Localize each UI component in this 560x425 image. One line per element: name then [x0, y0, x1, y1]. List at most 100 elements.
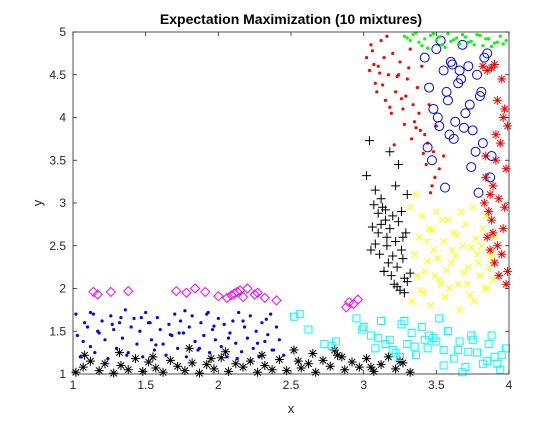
x-axis-label: x [288, 401, 295, 416]
data-point [289, 312, 298, 321]
data-point [484, 37, 488, 41]
series-1 [88, 283, 364, 313]
data-point [180, 366, 190, 376]
data-point [494, 194, 504, 204]
data-point [209, 364, 219, 374]
data-point [367, 222, 377, 232]
data-point [455, 337, 464, 346]
data-point [424, 82, 435, 93]
data-point [119, 315, 123, 320]
data-point [394, 90, 398, 94]
data-point [367, 68, 372, 73]
data-point [274, 325, 279, 329]
data-point [417, 322, 426, 331]
data-point [476, 86, 487, 97]
data-point [447, 59, 458, 70]
data-point [260, 360, 270, 370]
data-point [255, 341, 260, 345]
data-point [420, 64, 424, 68]
data-point [426, 155, 437, 166]
data-point [210, 327, 215, 332]
data-point [109, 368, 119, 378]
data-point [501, 279, 511, 289]
data-point [144, 310, 148, 315]
data-point [463, 280, 471, 288]
data-point [504, 38, 508, 43]
data-point [391, 348, 400, 357]
data-point [366, 245, 376, 255]
data-point [423, 133, 427, 137]
data-point [267, 365, 277, 375]
data-point [389, 111, 393, 115]
data-point [106, 357, 110, 361]
data-point [457, 207, 465, 216]
data-point [379, 266, 389, 276]
data-point [481, 44, 485, 48]
data-point [440, 43, 444, 47]
data-point [421, 267, 429, 275]
data-point [110, 322, 114, 327]
data-point [477, 138, 488, 149]
data-point [183, 309, 187, 313]
data-point [500, 104, 510, 114]
data-point [271, 295, 282, 306]
series-0 [74, 308, 286, 361]
data-point [392, 282, 402, 292]
data-point [164, 353, 168, 357]
data-point [71, 367, 81, 377]
data-point [434, 124, 438, 128]
data-point [383, 98, 388, 102]
data-point [152, 348, 156, 352]
y-tick-label: 4 [59, 111, 66, 125]
data-point [468, 335, 477, 344]
data-point [492, 41, 497, 45]
data-point [376, 360, 386, 370]
data-point [489, 276, 497, 284]
data-point [83, 321, 87, 325]
y-tick-label: 2 [59, 282, 66, 296]
data-point [362, 171, 372, 181]
x-tick-label: 2.5 [283, 378, 300, 392]
data-point [197, 346, 202, 350]
data-point [380, 83, 385, 87]
data-point [404, 94, 408, 98]
data-point [391, 51, 395, 55]
data-point [75, 333, 79, 338]
data-point [496, 365, 505, 374]
data-point [423, 344, 432, 353]
data-point [341, 302, 352, 313]
chart-marks [71, 31, 513, 378]
data-point [100, 359, 110, 369]
data-point [289, 345, 299, 355]
data-point [458, 122, 469, 133]
data-point [391, 181, 401, 191]
data-point [231, 319, 235, 323]
data-point [151, 363, 161, 373]
data-point [432, 337, 441, 346]
data-point [503, 266, 513, 276]
data-point [456, 306, 464, 314]
data-point [239, 350, 244, 354]
data-point [483, 357, 492, 366]
data-point [237, 310, 241, 315]
data-point [460, 269, 468, 277]
data-point [295, 310, 304, 319]
data-point [464, 99, 475, 110]
series-6 [364, 34, 446, 195]
data-point [369, 200, 379, 210]
data-point [426, 46, 430, 50]
data-point [411, 103, 415, 107]
data-point [325, 361, 335, 371]
data-point [450, 116, 461, 127]
data-point [269, 312, 273, 316]
data-point [422, 237, 430, 246]
data-point [123, 285, 134, 297]
data-point [394, 217, 404, 227]
data-point [418, 212, 426, 220]
data-point [228, 331, 232, 335]
data-point [249, 289, 260, 300]
data-point [476, 272, 484, 280]
data-point [449, 354, 458, 363]
